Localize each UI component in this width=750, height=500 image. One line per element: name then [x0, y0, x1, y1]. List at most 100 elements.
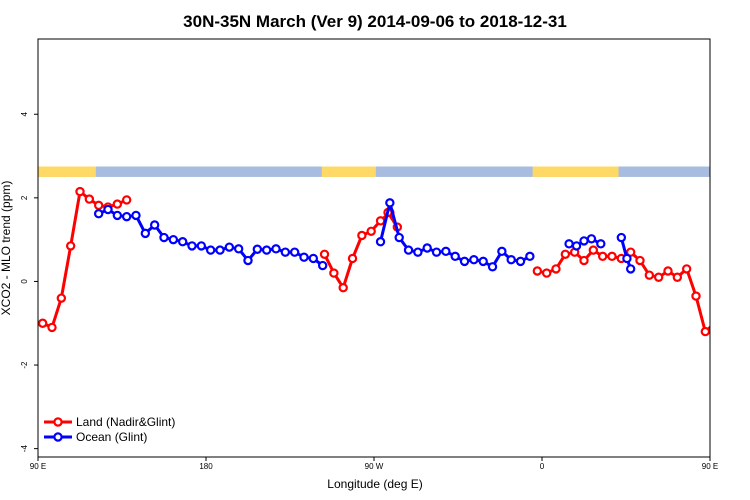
- data-point: [271, 244, 281, 254]
- data-point: [224, 242, 235, 252]
- data-point: [560, 249, 571, 259]
- data-point: [205, 245, 216, 255]
- data-point: [541, 268, 552, 278]
- data-point: [215, 245, 225, 255]
- data-point: [739, 295, 746, 302]
- data-point: [506, 255, 516, 265]
- series-layer: [38, 186, 746, 337]
- data-point: [644, 270, 655, 280]
- data-point: [663, 266, 673, 276]
- data-point: [47, 322, 57, 333]
- y-axis-ticks: -4 -2 0 2 4: [20, 111, 38, 452]
- data-point: [607, 251, 617, 262]
- data-point: [93, 200, 104, 211]
- data-point: [112, 210, 123, 221]
- data-point: [168, 234, 179, 245]
- land-ocean-strip: [38, 166, 750, 177]
- data-point: [586, 234, 597, 244]
- data-point: [515, 256, 526, 267]
- legend-label: Land (Nadir&Glint): [76, 415, 175, 429]
- plot-frame: [37, 38, 711, 458]
- data-point: [579, 255, 589, 266]
- land-band: [532, 166, 619, 177]
- data-point: [149, 220, 160, 230]
- data-point: [691, 291, 701, 301]
- data-point: [187, 241, 197, 251]
- data-point: [75, 186, 85, 197]
- data-point: [579, 236, 589, 246]
- data-point: [317, 260, 328, 271]
- data-point: [233, 244, 244, 254]
- x-axis-label: Longitude (deg E): [327, 477, 422, 491]
- data-point: [596, 239, 606, 249]
- legend: Land (Nadir&Glint)Ocean (Glint): [44, 415, 175, 444]
- data-point: [319, 249, 330, 259]
- data-point: [366, 226, 376, 236]
- x-tick-label: 90 E: [30, 462, 46, 471]
- data-point: [261, 245, 272, 255]
- y-tick-label: 0: [20, 279, 29, 284]
- data-point: [635, 255, 645, 266]
- data-point: [84, 194, 95, 204]
- data-point: [422, 243, 432, 253]
- y-tick-label: -2: [20, 361, 29, 369]
- data-point: [532, 266, 543, 276]
- data-point: [478, 256, 488, 267]
- data-point: [431, 247, 442, 257]
- series-line: [42, 190, 128, 329]
- x-axis-ticks: 90 E 180 90 W 0 90 E: [30, 457, 718, 471]
- data-point: [709, 322, 710, 324]
- chart-title: 30N-35N March (Ver 9) 2014-09-06 to 2018…: [183, 12, 567, 31]
- data-point: [681, 264, 692, 274]
- data-point: [469, 255, 479, 265]
- data-point: [338, 283, 348, 293]
- data-point: [347, 253, 358, 264]
- data-point: [413, 247, 423, 257]
- data-point: [131, 210, 141, 221]
- data-point: [38, 318, 48, 328]
- x-tick-label: 180: [199, 462, 213, 471]
- data-point: [487, 262, 498, 272]
- data-point: [357, 230, 367, 241]
- y-tick-label: 4: [20, 111, 29, 116]
- data-point: [672, 272, 683, 282]
- data-point: [497, 246, 507, 257]
- land-band: [710, 166, 750, 176]
- land-band: [321, 166, 376, 177]
- y-tick-label: -4: [20, 445, 29, 453]
- data-point: [56, 293, 67, 303]
- data-point: [730, 324, 737, 331]
- data-point: [252, 244, 263, 254]
- data-point: [140, 228, 151, 239]
- data-point: [289, 247, 300, 257]
- data-point: [551, 264, 561, 274]
- legend-marker: [53, 417, 63, 427]
- data-point: [385, 198, 395, 208]
- data-point: [65, 241, 76, 251]
- data-point: [329, 268, 339, 278]
- data-point: [308, 253, 319, 264]
- data-point: [93, 209, 104, 219]
- y-tick-label: 2: [20, 195, 29, 200]
- data-point: [375, 237, 386, 247]
- data-point: [622, 253, 632, 264]
- data-point: [616, 232, 627, 243]
- data-point: [177, 237, 188, 247]
- data-point: [103, 204, 113, 215]
- legend-marker: [53, 432, 63, 442]
- x-tick-label: 90 W: [365, 462, 384, 471]
- data-point: [280, 247, 291, 257]
- data-point: [653, 272, 664, 282]
- data-point: [375, 216, 386, 226]
- data-point: [588, 245, 599, 255]
- data-point: [394, 232, 404, 243]
- data-point: [700, 326, 710, 337]
- data-point: [159, 232, 169, 243]
- land-band: [38, 166, 96, 177]
- data-point: [571, 241, 582, 251]
- data-point: [625, 264, 636, 274]
- data-point: [121, 211, 132, 222]
- legend-label: Ocean (Glint): [76, 430, 147, 444]
- data-point: [450, 251, 460, 262]
